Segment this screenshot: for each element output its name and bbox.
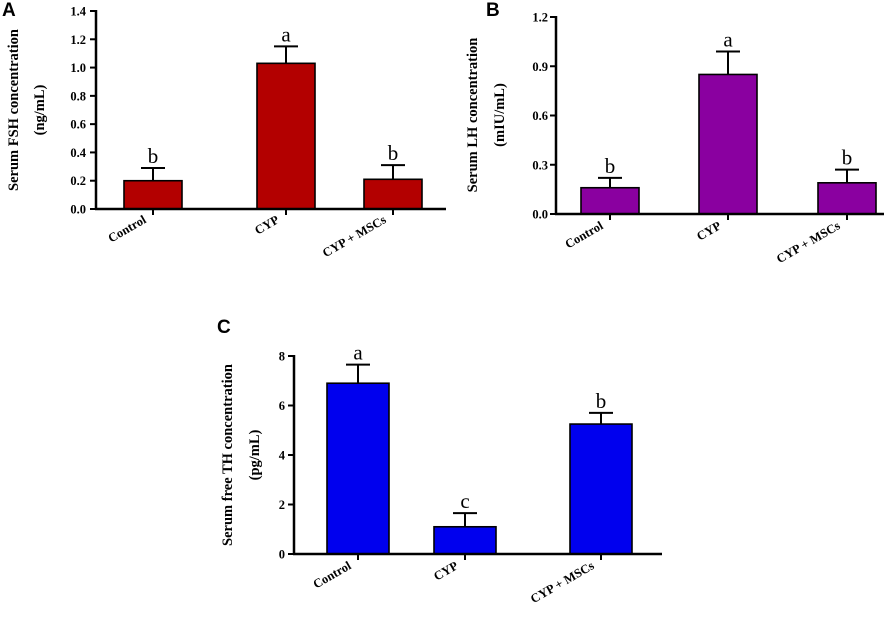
y-tick-label: 2: [279, 498, 285, 512]
y-tick-label: 0.2: [70, 174, 86, 188]
y-tick-label: 0: [279, 548, 285, 562]
bar-cyp: [256, 62, 316, 210]
category-label: CYP: [252, 212, 282, 237]
significance-letter: b: [148, 144, 159, 168]
bar-cyp: [698, 73, 758, 215]
category-label: Control: [563, 218, 606, 251]
significance-letter: b: [842, 146, 853, 170]
category-label: Control: [311, 558, 354, 591]
y-tick-label: 4: [279, 449, 286, 463]
significance-letter: a: [281, 22, 291, 46]
y-tick-label: 0.0: [532, 208, 548, 222]
panel-letter: A: [2, 0, 16, 21]
y-axis-unit-label: (ng/mL): [32, 84, 48, 135]
significance-letter: a: [723, 27, 733, 51]
significance-letter: c: [460, 489, 469, 513]
y-tick-label: 1.2: [532, 11, 548, 25]
significance-letter: a: [353, 341, 363, 365]
category-label: CYP: [694, 218, 724, 243]
panel-letter: B: [486, 0, 500, 21]
y-axis-unit-label: (pg/mL): [247, 429, 263, 480]
y-tick-label: 0.8: [70, 89, 86, 103]
panel-c: C Serum free TH concentration (pg/mL) a Cont…: [217, 317, 662, 606]
y-tick-label: 8: [279, 350, 285, 364]
y-tick-label: 0.4: [70, 146, 86, 160]
y-tick-label: 6: [279, 399, 285, 413]
bar-control: [580, 186, 640, 215]
y-tick-label: 0.6: [532, 109, 548, 123]
y-tick-label: 1.2: [70, 33, 86, 47]
y-tick-label: 1.4: [70, 5, 86, 19]
significance-letter: b: [388, 141, 399, 165]
y-axis-label: Serum FSH concentration: [6, 29, 22, 191]
panel-letter: C: [217, 317, 231, 338]
y-tick-label: 0.3: [532, 158, 548, 172]
y-axis-label: Serum free TH concentration: [220, 364, 236, 546]
bar-cyp-mscs: [363, 178, 423, 210]
bar-cyp-mscs: [569, 423, 633, 555]
category-label: CYP: [431, 558, 461, 583]
y-tick-label: 0.9: [532, 60, 548, 74]
category-label: Control: [106, 212, 149, 245]
significance-letter: b: [605, 154, 616, 178]
category-label: CYP + MSCs: [528, 558, 597, 606]
y-tick-label: 1.0: [70, 61, 86, 75]
panel-a: A Serum FSH concentration (ng/mL) b Control a…: [2, 0, 446, 260]
bar-control: [123, 179, 183, 210]
category-label: CYP + MSCs: [774, 218, 843, 266]
y-tick-label: 0.6: [70, 118, 86, 132]
y-axis-label: Serum LH concentration: [465, 38, 481, 193]
panel-b: B Serum LH concentration (mIU/mL) b Control a…: [465, 0, 884, 266]
bar-control: [326, 382, 390, 555]
y-tick-label: 0.0: [70, 203, 86, 217]
y-axis-unit-label: (mIU/mL): [492, 83, 508, 147]
bar-cyp: [433, 525, 497, 555]
category-label: CYP + MSCs: [320, 212, 389, 260]
bar-cyp-mscs: [817, 182, 877, 215]
significance-letter: b: [596, 389, 607, 413]
